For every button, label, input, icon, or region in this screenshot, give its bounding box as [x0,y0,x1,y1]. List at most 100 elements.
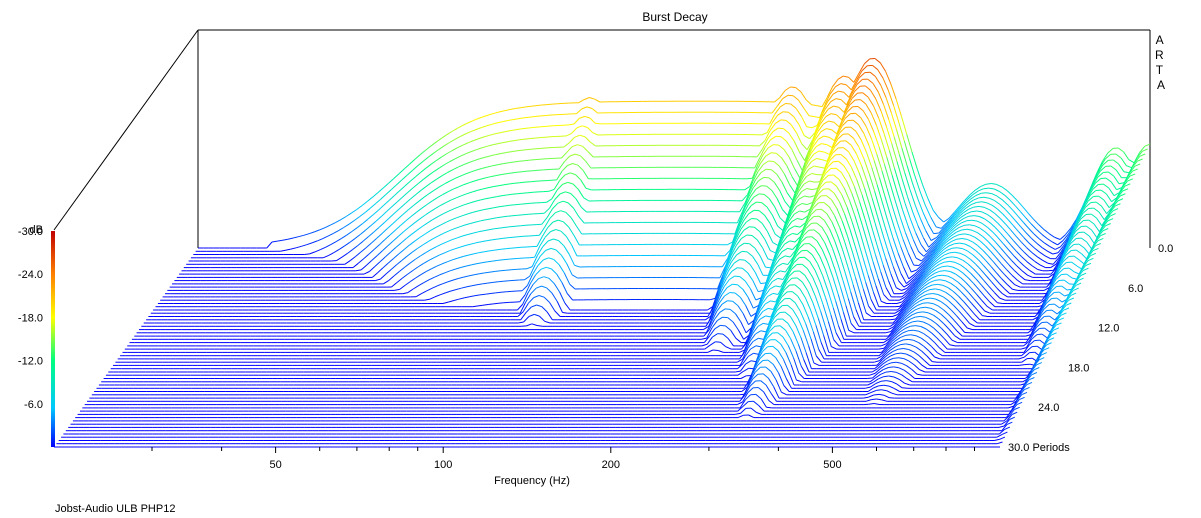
decay-slice-segment [846,85,851,90]
decay-slice-segment [796,108,801,116]
decay-slice-segment [487,124,492,126]
decay-slice-segment [984,207,989,209]
decay-slice-segment [966,283,971,289]
decay-slice-segment [969,308,974,314]
decay-slice-segment [1050,247,1055,250]
decay-slice-segment [747,235,752,236]
decay-slice-segment [461,154,466,156]
decay-slice-segment [1124,152,1129,160]
decay-slice-segment [481,241,486,242]
decay-slice-segment [506,173,511,174]
decay-slice-segment [488,282,493,283]
decay-slice-segment [846,274,851,292]
decay-slice-segment [488,166,493,167]
decay-slice-segment [509,162,514,163]
decay-slice-segment [557,274,562,283]
decay-slice-segment [750,265,755,273]
decay-slice-segment [410,260,415,264]
decay-slice-segment [506,152,511,153]
decay-slice-segment [730,293,735,294]
decay-slice-segment [1121,158,1126,166]
decay-slice-segment [439,253,444,255]
decay-slice-segment [795,169,800,179]
decay-slice-segment [947,257,952,258]
decay-slice-segment [532,149,537,150]
decay-slice-segment [838,91,843,92]
decay-slice-segment [478,117,483,119]
decay-slice-segment [563,201,568,203]
decay-slice-segment [554,284,559,292]
decay-slice-segment [1101,234,1106,236]
decay-slice-segment [466,244,471,245]
decay-slice-segment [503,259,508,260]
decay-slice-segment [764,177,769,178]
decay-slice-segment [846,141,851,145]
decay-slice-segment [979,197,984,198]
decay-slice-segment [934,233,939,234]
decay-slice-segment [795,226,800,227]
decay-slice-segment [293,237,298,238]
decay-slice-segment [897,302,902,304]
decay-slice-segment [753,256,758,264]
decay-slice-segment [451,290,456,292]
decay-slice-segment [814,166,819,167]
decay-slice-segment [859,173,864,188]
arta-letter-a2: A [1157,78,1165,92]
decay-slice-segment [402,193,407,198]
decay-slice-segment [1019,232,1024,238]
decay-slice-segment [1009,250,1014,256]
decay-slice-segment [429,258,434,261]
decay-slice-segment [885,196,890,214]
decay-slice-segment [381,194,386,199]
decay-slice-segment [1004,274,1009,280]
decay-slice-segment [977,294,982,300]
decay-slice-segment [413,166,418,171]
decay-slice-segment [544,208,549,213]
decay-slice-segment [769,178,774,182]
decay-slice-segment [584,198,589,201]
decay-slice-segment [554,260,559,265]
decay-slice-segment [792,149,797,160]
decay-slice-segment [1097,218,1102,226]
decay-slice-segment [499,185,504,186]
decay-slice-segment [777,199,782,210]
decay-slice-segment [453,167,458,170]
decay-slice-segment [369,250,374,255]
decay-slice-segment [516,150,521,151]
decay-slice-segment [821,144,826,145]
decay-slice-segment [863,111,868,120]
decay-slice-segment [510,205,515,206]
decay-slice-segment [564,156,569,162]
decay-slice-segment [743,314,748,325]
decay-slice-segment [420,253,425,256]
decay-slice-segment [544,277,549,279]
decay-slice-segment [1005,195,1010,200]
decay-slice-segment [572,275,577,278]
decay-slice-segment [1000,192,1005,196]
decay-slice-segment [442,242,447,244]
decay-slice-segment [1050,234,1055,238]
decay-slice-segment [487,145,492,146]
decay-slice-segment [531,305,536,307]
decay-slice-segment [432,198,437,201]
decay-slice-segment [841,288,846,306]
decay-slice-segment [502,121,507,122]
decay-slice-segment [468,121,473,123]
decay-slice-segment [482,146,487,148]
decay-slice-segment [357,224,362,228]
decay-slice-segment [758,177,763,181]
decay-slice-segment [875,223,880,241]
decay-slice-segment [897,193,902,210]
decay-slice-segment [981,270,986,276]
decay-slice-segment [409,241,414,245]
decay-slice-segment [434,275,439,277]
left-diagonal-edge [54,30,198,230]
decay-slice-segment [471,150,476,152]
decay-slice-segment [385,252,390,257]
decay-slice-segment [424,299,429,300]
decay-slice-segment [993,232,998,238]
decay-slice-segment [574,208,579,217]
decay-slice-segment [1140,154,1145,156]
decay-slice-segment [825,243,830,255]
decay-slice-segment [485,272,490,273]
